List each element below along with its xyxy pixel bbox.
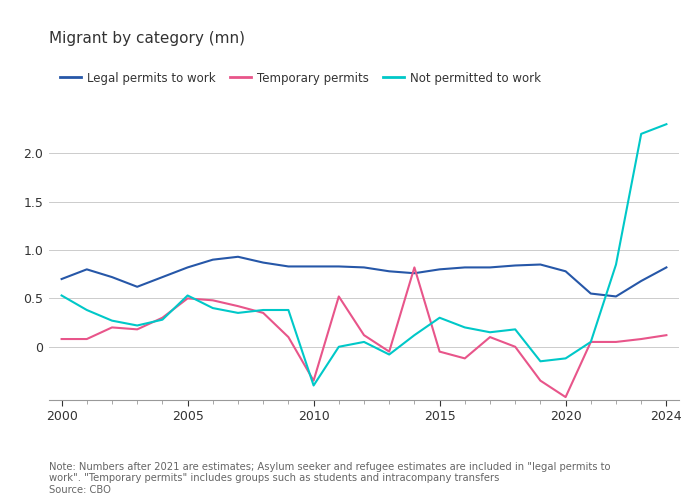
Text: Note: Numbers after 2021 are estimates; Asylum seeker and refugee estimates are : Note: Numbers after 2021 are estimates; … — [49, 462, 610, 495]
Legend: Legal permits to work, Temporary permits, Not permitted to work: Legal permits to work, Temporary permits… — [55, 67, 545, 90]
Text: Migrant by category (mn): Migrant by category (mn) — [49, 31, 245, 46]
